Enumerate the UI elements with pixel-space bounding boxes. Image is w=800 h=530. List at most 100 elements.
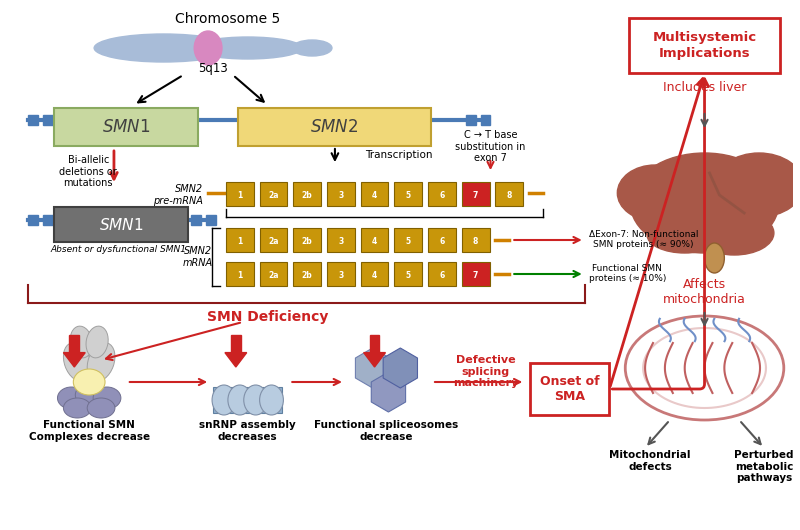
Ellipse shape	[70, 326, 92, 358]
Text: 3: 3	[338, 270, 343, 279]
Ellipse shape	[194, 31, 222, 65]
Text: 4: 4	[372, 236, 377, 245]
Bar	[213, 387, 282, 397]
Bar	[370, 335, 379, 352]
Text: 7: 7	[473, 270, 478, 279]
Text: 2a: 2a	[268, 270, 278, 279]
Text: Transcription: Transcription	[365, 150, 432, 160]
Bar	[428, 182, 456, 206]
Text: 6: 6	[439, 270, 445, 279]
Text: 1: 1	[237, 270, 242, 279]
Text: $\it{SMN1}$: $\it{SMN1}$	[102, 118, 150, 136]
Text: Bi-allelic
deletions or
mutations: Bi-allelic deletions or mutations	[59, 155, 118, 188]
Bar	[361, 262, 389, 286]
Text: $\it{SMN1}$: $\it{SMN1}$	[99, 216, 144, 233]
Ellipse shape	[86, 326, 108, 358]
Bar	[54, 207, 188, 242]
Text: 4: 4	[372, 270, 377, 279]
Ellipse shape	[194, 37, 302, 59]
Text: 3: 3	[338, 236, 343, 245]
Bar	[462, 182, 490, 206]
Ellipse shape	[705, 243, 724, 273]
Bar	[231, 335, 241, 352]
Ellipse shape	[292, 40, 332, 56]
Text: 2b: 2b	[302, 270, 313, 279]
Bar	[630, 18, 780, 73]
Polygon shape	[383, 348, 418, 388]
Text: SMN2
mRNA: SMN2 mRNA	[183, 246, 214, 268]
Bar	[361, 182, 389, 206]
Ellipse shape	[87, 343, 115, 381]
Text: 2a: 2a	[268, 236, 278, 245]
Bar	[294, 228, 321, 252]
Text: Multisystemic
Implications: Multisystemic Implications	[653, 31, 757, 59]
Bar	[428, 262, 456, 286]
Text: Defective
splicing
machinery: Defective splicing machinery	[453, 355, 518, 388]
Bar	[495, 182, 523, 206]
Text: 1: 1	[237, 190, 242, 199]
Bar	[462, 228, 490, 252]
Text: 2b: 2b	[302, 190, 313, 199]
Bar	[294, 262, 321, 286]
Bar	[394, 228, 422, 252]
Text: Functional SMN
Complexes decrease: Functional SMN Complexes decrease	[29, 420, 150, 441]
Text: $\it{SMN2}$: $\it{SMN2}$	[310, 118, 358, 136]
Text: Perturbed
metabolic
pathways: Perturbed metabolic pathways	[734, 450, 794, 483]
Bar	[260, 182, 287, 206]
Text: Functional spliceosomes
decrease: Functional spliceosomes decrease	[314, 420, 458, 441]
Bar	[361, 228, 389, 252]
Text: 6: 6	[439, 190, 445, 199]
Bar	[294, 182, 321, 206]
Bar	[70, 335, 79, 352]
Bar	[28, 115, 38, 125]
Ellipse shape	[75, 384, 103, 406]
Ellipse shape	[260, 385, 283, 415]
Text: 8: 8	[506, 190, 512, 199]
Text: 2b: 2b	[302, 236, 313, 245]
Ellipse shape	[244, 385, 267, 415]
Bar	[226, 228, 254, 252]
Bar	[42, 115, 53, 125]
Ellipse shape	[228, 385, 252, 415]
Ellipse shape	[63, 398, 91, 418]
Ellipse shape	[647, 217, 722, 253]
Bar	[226, 182, 254, 206]
Bar	[238, 108, 431, 146]
Polygon shape	[355, 348, 390, 388]
Text: 8: 8	[473, 236, 478, 245]
Text: ΔExon-7: Non-functional
SMN proteins (≈ 90%): ΔExon-7: Non-functional SMN proteins (≈ …	[589, 230, 698, 250]
Bar	[466, 115, 476, 125]
Bar	[206, 215, 216, 225]
Ellipse shape	[87, 398, 115, 418]
Bar	[530, 363, 610, 415]
Text: Includes liver: Includes liver	[663, 81, 746, 94]
Bar	[462, 262, 490, 286]
Text: 5: 5	[406, 270, 411, 279]
Polygon shape	[225, 352, 246, 367]
Text: 4: 4	[372, 190, 377, 199]
Bar	[327, 228, 354, 252]
Bar	[394, 262, 422, 286]
Text: snRNP assembly
decreases: snRNP assembly decreases	[199, 420, 296, 441]
Bar	[481, 115, 490, 125]
Ellipse shape	[76, 332, 102, 372]
Ellipse shape	[93, 387, 121, 409]
Text: Absent or dysfunctional SMN1: Absent or dysfunctional SMN1	[51, 245, 187, 254]
Bar	[42, 215, 53, 225]
Text: Chromosome 5: Chromosome 5	[175, 12, 281, 26]
Ellipse shape	[212, 385, 236, 415]
Bar	[394, 182, 422, 206]
Text: 5q13: 5q13	[198, 62, 228, 75]
Bar	[213, 403, 282, 413]
Text: Functional SMN
proteins (≈ 10%): Functional SMN proteins (≈ 10%)	[589, 264, 666, 284]
Ellipse shape	[630, 153, 779, 253]
Ellipse shape	[63, 343, 91, 381]
Ellipse shape	[626, 316, 784, 420]
Text: 6: 6	[439, 236, 445, 245]
Bar	[54, 108, 198, 146]
Bar	[327, 262, 354, 286]
Text: 7: 7	[473, 190, 478, 199]
Text: 5: 5	[406, 190, 411, 199]
Ellipse shape	[714, 153, 800, 217]
Bar	[191, 215, 201, 225]
